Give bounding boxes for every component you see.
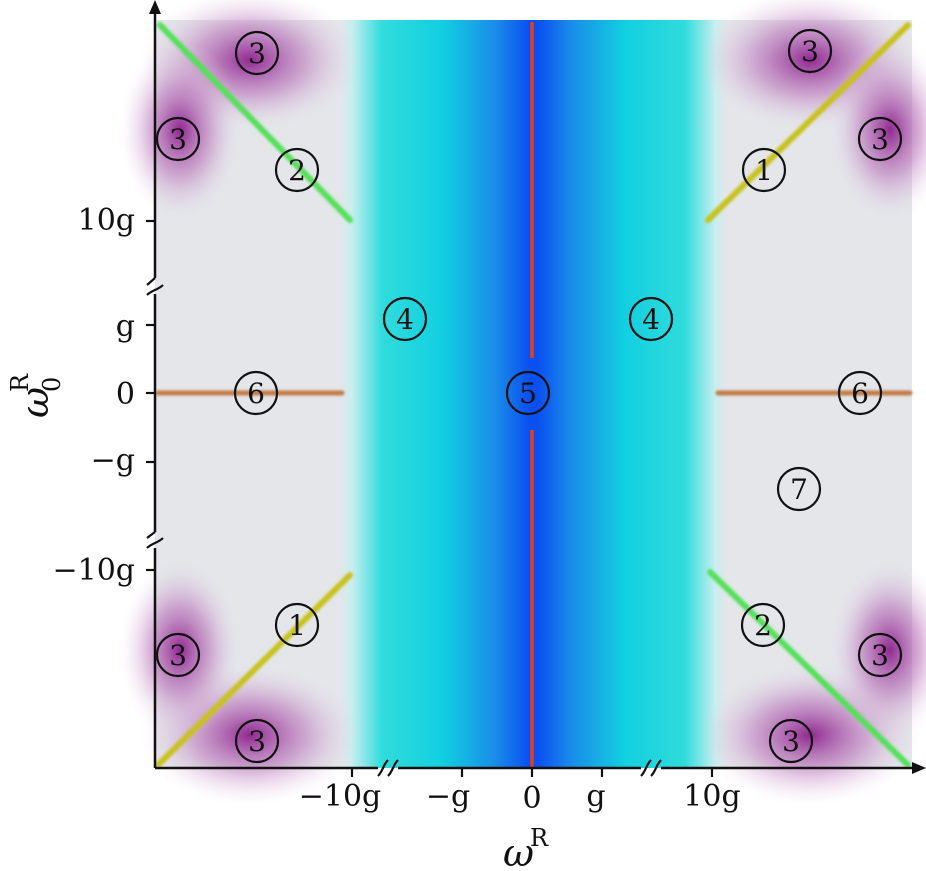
green-line-bottom-right (707, 569, 911, 768)
axes (153, 8, 915, 770)
region-number: 3 (169, 639, 187, 672)
region-marker-top-right-line: 1 (741, 147, 787, 193)
y-tick-label-minus-10g: −10g (52, 553, 135, 588)
region-marker-top-left-line: 2 (274, 147, 320, 193)
x-tick-marks (350, 768, 714, 777)
region-marker-bottom-left-a: 3 (155, 632, 201, 678)
x-tick-label-10g: 10g (683, 779, 740, 814)
region-marker-left-band: 4 (382, 296, 428, 342)
x-break-right (640, 759, 662, 777)
region-marker-bottom-left-b: 3 (234, 718, 280, 764)
boundary-lines (155, 22, 913, 768)
region-ring (155, 116, 201, 162)
region-number: 3 (871, 123, 889, 156)
region-marker-right-gray: 7 (776, 466, 822, 512)
region-number: 3 (248, 725, 266, 758)
region-ring (837, 370, 883, 416)
region-marker-bottom-right-a: 3 (857, 632, 903, 678)
purple-glow-br2 (830, 560, 926, 740)
region-marker-top-left-a: 3 (234, 30, 280, 76)
region-number: 2 (288, 154, 306, 187)
y-tick-label-10g: 10g (78, 203, 135, 238)
purple-regions (120, 0, 926, 805)
yellow-line-top-right (705, 22, 911, 223)
region-ring (768, 718, 814, 764)
region-ring (234, 718, 280, 764)
x-tick-label-minus-10g: −10g (299, 779, 382, 814)
region-number: 3 (871, 639, 889, 672)
region-number: 3 (169, 123, 187, 156)
x-break-left (377, 759, 399, 777)
region-marker-right-band: 4 (628, 296, 674, 342)
region-number: 7 (790, 473, 808, 506)
y-tick-label-g: g (116, 309, 135, 344)
y-axis-label: ω 0 R (6, 373, 66, 418)
y-break-lower (146, 531, 164, 549)
region-ring (857, 632, 903, 678)
x-tick-label-g: g (586, 779, 605, 814)
region-ring (274, 602, 320, 648)
region-ring (234, 30, 280, 76)
region-ring (233, 370, 279, 416)
region-number: 3 (782, 725, 800, 758)
region-marker-bottom-left-line: 1 (274, 602, 320, 648)
region-marker-bottom-right-line: 2 (740, 602, 786, 648)
region-number: 4 (396, 303, 414, 336)
region-ring (382, 296, 428, 342)
region-ring (857, 116, 903, 162)
region-ring (741, 147, 787, 193)
y-tick-marks (146, 219, 155, 572)
y-tick-label-0: 0 (116, 377, 135, 412)
region-number: 4 (642, 303, 660, 336)
region-ring (787, 28, 833, 74)
region-number: 5 (519, 377, 537, 410)
y-axis-arrow (149, 0, 161, 14)
y-tick-label-minus-g: −g (91, 443, 135, 478)
x-axis-label-sup: R (530, 824, 549, 852)
axis-breaks (146, 277, 662, 777)
region-number: 1 (288, 609, 306, 642)
region-marker-center: 5 (505, 370, 551, 416)
region-marker-bottom-right-b: 3 (768, 718, 814, 764)
purple-glow-tl2 (120, 40, 240, 220)
region-ring (628, 296, 674, 342)
region-number: 3 (248, 37, 266, 70)
region-ring (505, 370, 551, 416)
region-number: 6 (851, 377, 869, 410)
region-ring (274, 147, 320, 193)
y-break-upper (146, 277, 164, 296)
y-axis-label-sub: 0 (38, 377, 66, 392)
purple-glow-bl2 (120, 560, 240, 740)
region-marker-left-axis: 6 (233, 370, 279, 416)
region-marker-top-left-b: 3 (155, 116, 201, 162)
region-number: 6 (247, 377, 265, 410)
region-number: 3 (801, 35, 819, 68)
purple-glow-tr2 (830, 40, 926, 220)
region-ring (740, 602, 786, 648)
x-axis-label-symbol: ω (503, 831, 534, 871)
region-marker-right-axis: 6 (837, 370, 883, 416)
region-number: 2 (754, 609, 772, 642)
region-markers: 3 3 2 3 3 1 4 4 5 6 6 7 1 3 3 2 3 3 (155, 28, 903, 764)
region-marker-top-right-a: 3 (787, 28, 833, 74)
y-axis-label-sup: R (6, 373, 34, 392)
region-marker-top-right-b: 3 (857, 116, 903, 162)
region-ring (155, 632, 201, 678)
x-tick-label-minus-g: −g (426, 779, 470, 814)
x-axis-arrow (912, 762, 926, 774)
x-axis-label: ω R (503, 824, 549, 871)
x-tick-label-0: 0 (522, 781, 541, 816)
yellow-line-bottom-left (155, 572, 353, 768)
y-axis-label-symbol: ω (13, 387, 57, 418)
region-ring (776, 466, 822, 512)
green-line-top-left (157, 22, 353, 223)
region-number: 1 (755, 154, 773, 187)
